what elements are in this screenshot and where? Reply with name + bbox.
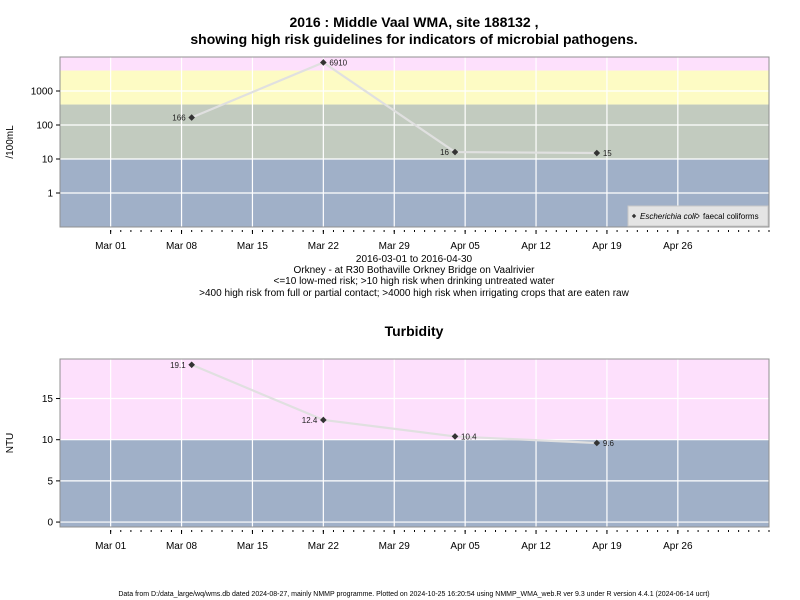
turbidity-xtick-label-2: Mar 15 — [237, 541, 269, 552]
turbidity-xtick-label-8: Apr 26 — [663, 541, 693, 552]
turbidity-point-2 — [451, 433, 459, 440]
ecoli-ytick-label-1: 10 — [42, 155, 54, 166]
turbidity-point-label-1: 12.4 — [302, 416, 318, 425]
ecoli-ytick-label-2: 100 — [36, 121, 53, 132]
ecoli-xtick-label-6: Apr 12 — [521, 241, 551, 252]
legend-marker-open — [694, 213, 700, 219]
turbidity-point-3 — [593, 439, 601, 447]
caption-risk-drinking: <=10 low-med risk; >10 high risk when dr… — [274, 276, 556, 287]
turbidity-point-label-0: 19.1 — [170, 361, 186, 370]
ecoli-risk-band-3 — [60, 57, 769, 71]
turbidity-xtick-label-3: Mar 22 — [308, 541, 340, 552]
turbidity-panel: 0 5 10 15 NTU Mar 01 Mar 08 Mar 15 Mar 22 Mar 29 A… — [5, 358, 770, 552]
ecoli-ytick-label-3: 1000 — [31, 87, 54, 98]
ecoli-xtick-label-7: Apr 19 — [592, 241, 622, 252]
ecoli-point-label-1: 6910 — [329, 58, 347, 67]
ecoli-xtick-label-0: Mar 01 — [95, 241, 127, 252]
turbidity-ytick-label-2: 10 — [42, 435, 54, 446]
ecoli-point-2 — [451, 148, 459, 156]
turbidity-ytick-label-0: 0 — [47, 518, 53, 529]
ecoli-point-label-2: 16 — [440, 148, 449, 157]
turbidity-xtick-label-7: Apr 19 — [592, 541, 622, 552]
ecoli-xtick-label-5: Apr 05 — [450, 241, 480, 252]
turbidity-series-line-0 — [191, 363, 597, 445]
ecoli-xtick-label-1: Mar 08 — [166, 241, 198, 252]
turbidity-xtick-label-5: Apr 05 — [450, 541, 480, 552]
ecoli-series-line-0 — [191, 61, 597, 155]
ecoli-risk-band-2 — [60, 70, 769, 105]
turbidity-point-label-3: 9.6 — [603, 439, 615, 448]
ecoli-point-label-0: 166 — [172, 114, 186, 123]
legend-entry-0: Escherichia coli — [640, 212, 696, 221]
ecoli-xtick-label-8: Apr 26 — [663, 241, 693, 252]
caption-date-range: 2016-03-01 to 2016-04-30 — [356, 254, 473, 265]
turbidity-xtick-label-1: Mar 08 — [166, 541, 198, 552]
turbidity-risk-band-0 — [60, 439, 769, 527]
turbidity-point-1 — [320, 416, 327, 424]
turbidity-plot-border — [59, 358, 770, 528]
turbidity-xtick-label-6: Apr 12 — [521, 541, 551, 552]
ecoli-panel: 1 10 100 1000/100mL Mar 01 Mar 08 Mar 15 Mar 22… — [5, 56, 770, 252]
legend-marker-filled — [631, 213, 637, 219]
ecoli-point-1 — [320, 59, 327, 66]
ecoli-point-label-3: 15 — [603, 149, 612, 158]
ecoli-ylabel: /100mL — [5, 125, 16, 159]
ecoli-risk-band-1 — [60, 104, 769, 159]
turbidity-risk-band-1 — [60, 359, 769, 440]
legend-entry-1: faecal coliforms — [703, 212, 759, 221]
ecoli-point-3 — [593, 149, 601, 157]
footer-note: Data from D:/data_large/wq/wms.db dated … — [118, 591, 709, 598]
turbidity-ytick-label-3: 15 — [42, 394, 54, 405]
turbidity-point-label-2: 10.4 — [461, 432, 477, 441]
turbidity-point-0 — [188, 361, 195, 369]
turbidity-ytick-label-1: 5 — [47, 476, 53, 487]
chart-title-line2: showing high risk guidelines for indicat… — [190, 31, 637, 47]
turbidity-title: Turbidity — [385, 323, 444, 339]
ecoli-point-0 — [188, 114, 195, 121]
turbidity-xtick-label-4: Mar 29 — [379, 541, 411, 552]
ecoli-xtick-label-2: Mar 15 — [237, 241, 269, 252]
caption-site: Orkney - at R30 Bothaville Orkney Bridge… — [293, 265, 535, 276]
caption-risk-contact: >400 high risk from full or partial cont… — [199, 288, 629, 299]
turbidity-xtick-label-0: Mar 01 — [95, 541, 127, 552]
turbidity-ylabel: NTU — [5, 433, 16, 454]
ecoli-ytick-label-0: 1 — [47, 189, 53, 200]
ecoli-xtick-label-4: Mar 29 — [379, 241, 411, 252]
ecoli-xtick-label-3: Mar 22 — [308, 241, 340, 252]
chart-title-line1: 2016 : Middle Vaal WMA, site 188132 , — [290, 14, 539, 30]
ecoli-plot-border — [59, 56, 770, 228]
